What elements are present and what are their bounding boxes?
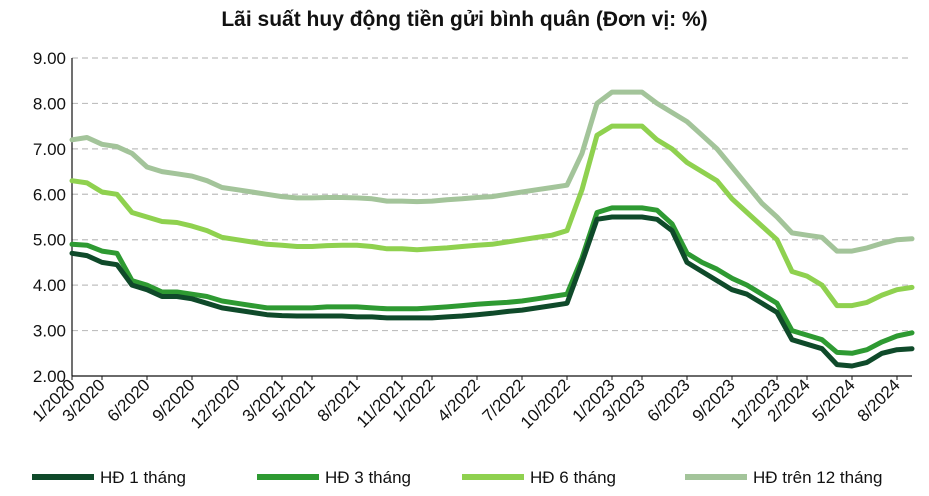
x-tick-labels: 1/20203/20206/20209/202012/20203/20215/2… bbox=[29, 375, 904, 432]
legend-label: HĐ trên 12 tháng bbox=[753, 468, 882, 487]
series-line-4 bbox=[69, 89, 915, 254]
legend: HĐ 1 tháng HĐ 3 tháng HĐ 6 tháng HĐ trên 12… bbox=[32, 468, 882, 487]
legend-label: HĐ 1 tháng bbox=[100, 468, 186, 487]
x-tick-label: 10/2022 bbox=[517, 375, 574, 432]
x-tick-label: 8/2024 bbox=[854, 375, 904, 425]
legend-label: HĐ 6 tháng bbox=[530, 468, 616, 487]
y-tick-label: 2.00 bbox=[33, 367, 66, 386]
x-tick-label: 4/2022 bbox=[434, 375, 484, 425]
series-lines bbox=[69, 89, 915, 369]
chart-title: Lãi suất huy động tiền gửi bình quân (Đơ… bbox=[221, 8, 708, 31]
x-tick-label: 12/2020 bbox=[187, 375, 244, 432]
y-tick-label: 5.00 bbox=[33, 231, 66, 250]
y-tick-labels: 2.00 3.00 4.00 5.00 6.00 7.00 8.00 9.00 bbox=[33, 49, 66, 386]
y-tick-label: 9.00 bbox=[33, 49, 66, 68]
y-tick-label: 7.00 bbox=[33, 140, 66, 159]
y-tick-label: 6.00 bbox=[33, 185, 66, 204]
y-tick-label: 4.00 bbox=[33, 276, 66, 295]
y-tick-label: 8.00 bbox=[33, 94, 66, 113]
x-tick-label: 6/2020 bbox=[104, 375, 154, 425]
series-line-2 bbox=[69, 205, 915, 356]
x-tick-label: 5/2024 bbox=[809, 375, 859, 425]
x-tick-label: 6/2023 bbox=[644, 375, 694, 425]
series-line-3 bbox=[69, 123, 915, 309]
axes bbox=[71, 58, 912, 380]
series-line-1 bbox=[69, 214, 915, 369]
legend-label: HĐ 3 tháng bbox=[325, 468, 411, 487]
y-tick-label: 3.00 bbox=[33, 322, 66, 341]
